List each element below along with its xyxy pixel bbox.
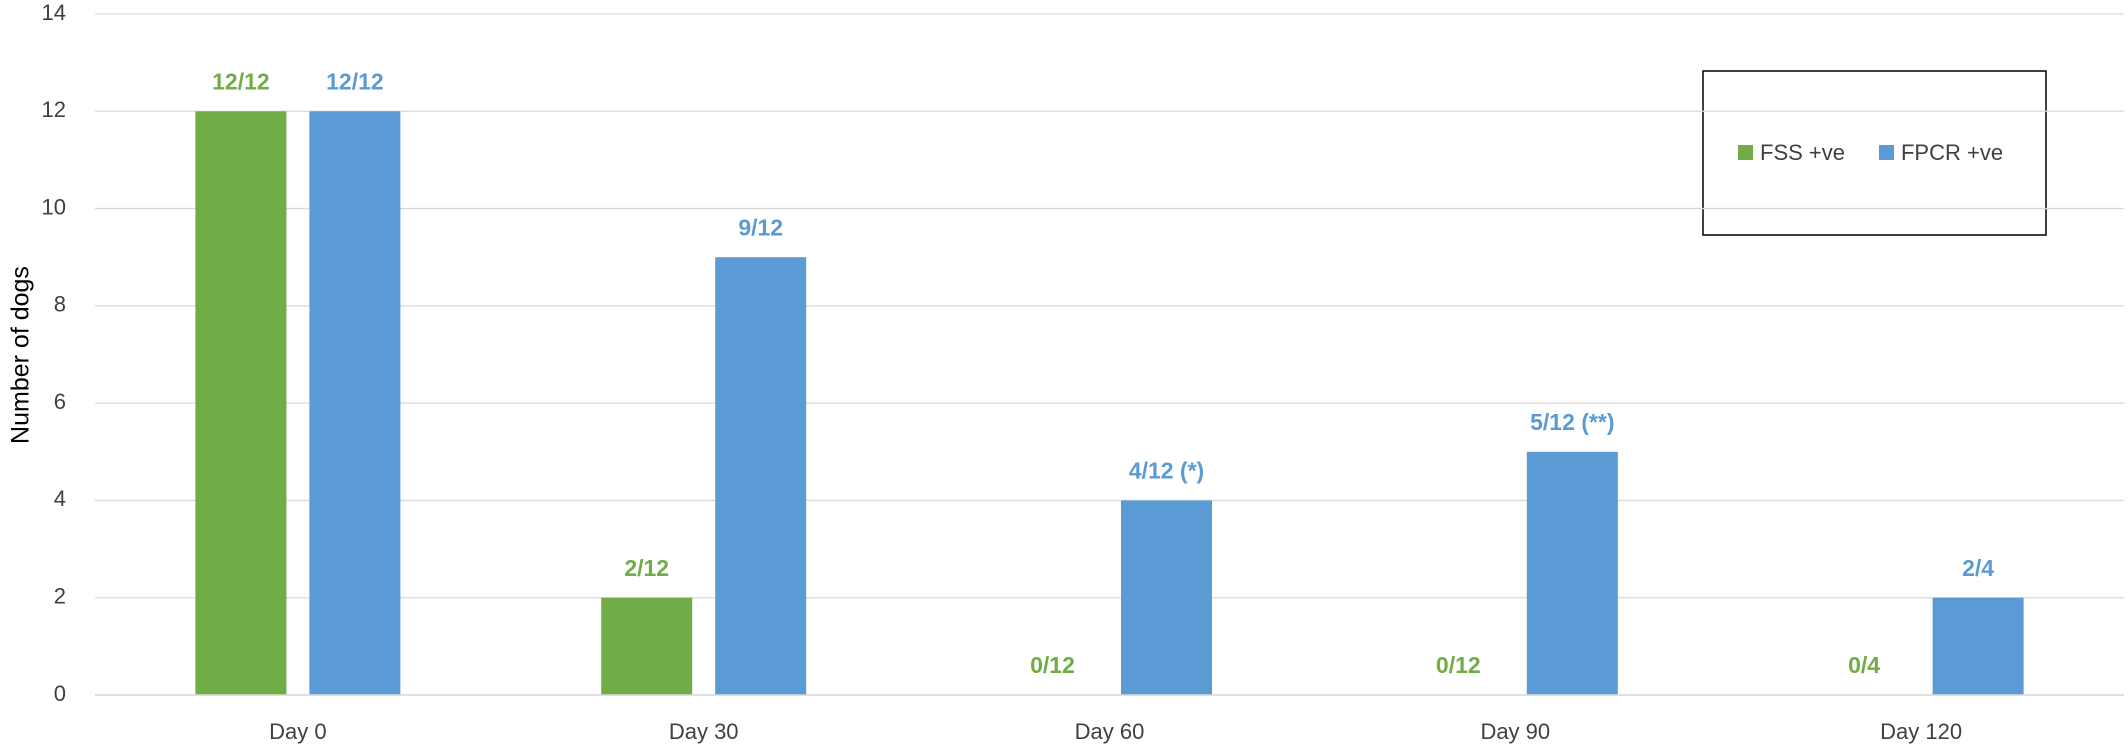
value-label: 0/12	[1436, 652, 1481, 678]
y-tick-label: 0	[54, 681, 66, 706]
value-label: 0/4	[1848, 652, 1880, 678]
value-label: 0/12	[1030, 652, 1075, 678]
bar	[715, 257, 807, 695]
y-tick-label: 8	[54, 292, 66, 317]
y-tick-label: 14	[42, 0, 66, 25]
legend-label: FSS +ve	[1760, 140, 1845, 165]
y-tick-label: 10	[42, 194, 66, 219]
y-tick-label: 12	[42, 97, 66, 122]
value-label: 4/12 (*)	[1129, 458, 1204, 484]
y-tick-label: 2	[54, 584, 66, 609]
x-tick-label: Day 60	[1075, 719, 1145, 744]
y-axis-label: Number of dogs	[7, 266, 35, 444]
bar	[601, 597, 693, 695]
bar	[1526, 451, 1618, 695]
bar	[1121, 500, 1212, 695]
legend-swatch	[1738, 145, 1753, 160]
x-tick-label: Day 0	[269, 719, 326, 744]
x-tick-label: Day 30	[669, 719, 739, 744]
value-label: 12/12	[212, 68, 270, 94]
legend-label: FPCR +ve	[1901, 140, 2003, 165]
legend-swatch	[1878, 145, 1894, 160]
bar	[309, 111, 401, 696]
bar	[1932, 597, 2024, 695]
value-label: 2/4	[1962, 555, 1994, 581]
value-label: 12/12	[326, 68, 384, 94]
x-tick-label: Day 90	[1480, 719, 1550, 744]
value-label: 2/12	[624, 555, 669, 581]
y-tick-label: 6	[54, 389, 66, 414]
value-label: 9/12	[738, 214, 783, 240]
bar	[195, 111, 287, 696]
x-tick-label: Day 120	[1880, 719, 1962, 744]
legend-box	[1702, 70, 2047, 236]
y-tick-label: 4	[54, 486, 66, 511]
value-label: 5/12 (**)	[1530, 409, 1614, 435]
